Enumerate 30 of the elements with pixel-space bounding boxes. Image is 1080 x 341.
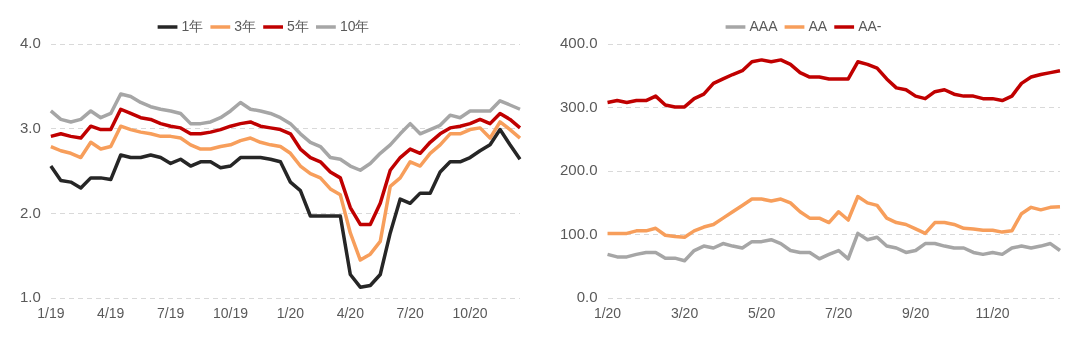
y-tick-label: 3.0: [19, 118, 41, 136]
legend-label: AAA: [749, 17, 779, 34]
x-tick-label: 3/20: [670, 305, 699, 322]
x-tick-label: 1/19: [37, 305, 65, 322]
y-tick-label: 1.0: [19, 288, 41, 306]
x-tick-label: 7/20: [396, 305, 425, 322]
legend-label: AA-: [858, 17, 882, 34]
y-tick-label: 400.0: [559, 34, 598, 52]
x-tick-label: 11/20: [975, 305, 1010, 322]
legend-label: 3年: [234, 17, 257, 34]
y-tick-label: 0.0: [576, 288, 598, 306]
x-tick-label: 9/20: [901, 305, 930, 322]
y-tick-label: 200.0: [559, 161, 598, 179]
legend-label: 10年: [339, 17, 370, 34]
x-tick-label: 7/20: [824, 305, 853, 322]
x-tick-label: 1/20: [593, 305, 622, 322]
y-tick-label: 100.0: [559, 224, 598, 242]
x-tick-label: 1/20: [276, 305, 305, 322]
x-tick-label: 5/20: [747, 305, 776, 322]
y-tick-label: 4.0: [19, 34, 41, 52]
y-tick-label: 2.0: [19, 203, 41, 221]
x-tick-label: 10/19: [213, 305, 249, 322]
x-tick-label: 4/19: [97, 305, 125, 322]
y-tick-label: 300.0: [559, 97, 598, 115]
legend-label: 1年: [181, 17, 204, 34]
x-tick-label: 10/20: [452, 305, 488, 322]
x-tick-label: 7/19: [157, 305, 185, 322]
x-tick-label: 4/20: [336, 305, 365, 322]
legend-label: 5年: [287, 17, 309, 34]
legend-label: AA: [808, 17, 828, 34]
